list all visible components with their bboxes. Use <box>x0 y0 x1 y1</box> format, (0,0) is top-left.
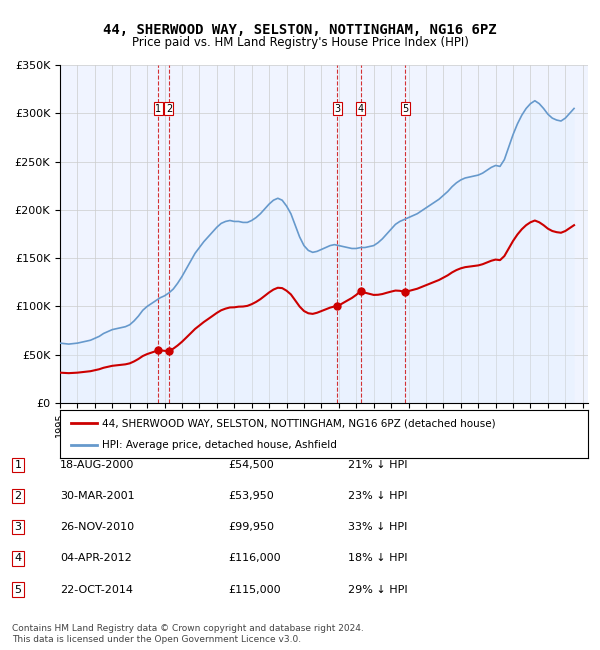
Text: 23% ↓ HPI: 23% ↓ HPI <box>348 491 407 501</box>
Text: £115,000: £115,000 <box>228 584 281 595</box>
Text: 1: 1 <box>14 460 22 470</box>
Text: 18% ↓ HPI: 18% ↓ HPI <box>348 553 407 564</box>
Text: 30-MAR-2001: 30-MAR-2001 <box>60 491 134 501</box>
Text: 5: 5 <box>14 584 22 595</box>
Text: 26-NOV-2010: 26-NOV-2010 <box>60 522 134 532</box>
Text: Price paid vs. HM Land Registry's House Price Index (HPI): Price paid vs. HM Land Registry's House … <box>131 36 469 49</box>
Text: 33% ↓ HPI: 33% ↓ HPI <box>348 522 407 532</box>
Text: £53,950: £53,950 <box>228 491 274 501</box>
Text: £116,000: £116,000 <box>228 553 281 564</box>
Text: 21% ↓ HPI: 21% ↓ HPI <box>348 460 407 470</box>
Text: 29% ↓ HPI: 29% ↓ HPI <box>348 584 407 595</box>
Text: £54,500: £54,500 <box>228 460 274 470</box>
Text: 44, SHERWOOD WAY, SELSTON, NOTTINGHAM, NG16 6PZ: 44, SHERWOOD WAY, SELSTON, NOTTINGHAM, N… <box>103 23 497 37</box>
Text: 4: 4 <box>14 553 22 564</box>
Text: 1: 1 <box>155 104 161 114</box>
Text: Contains HM Land Registry data © Crown copyright and database right 2024.
This d: Contains HM Land Registry data © Crown c… <box>12 624 364 644</box>
Text: HPI: Average price, detached house, Ashfield: HPI: Average price, detached house, Ashf… <box>102 439 337 450</box>
Text: 3: 3 <box>334 104 340 114</box>
Text: 18-AUG-2000: 18-AUG-2000 <box>60 460 134 470</box>
Text: 3: 3 <box>14 522 22 532</box>
Text: 2: 2 <box>14 491 22 501</box>
Text: 4: 4 <box>358 104 364 114</box>
Text: 2: 2 <box>166 104 172 114</box>
Text: 5: 5 <box>402 104 409 114</box>
Text: 22-OCT-2014: 22-OCT-2014 <box>60 584 133 595</box>
Text: 44, SHERWOOD WAY, SELSTON, NOTTINGHAM, NG16 6PZ (detached house): 44, SHERWOOD WAY, SELSTON, NOTTINGHAM, N… <box>102 418 496 428</box>
Text: 04-APR-2012: 04-APR-2012 <box>60 553 132 564</box>
Text: £99,950: £99,950 <box>228 522 274 532</box>
